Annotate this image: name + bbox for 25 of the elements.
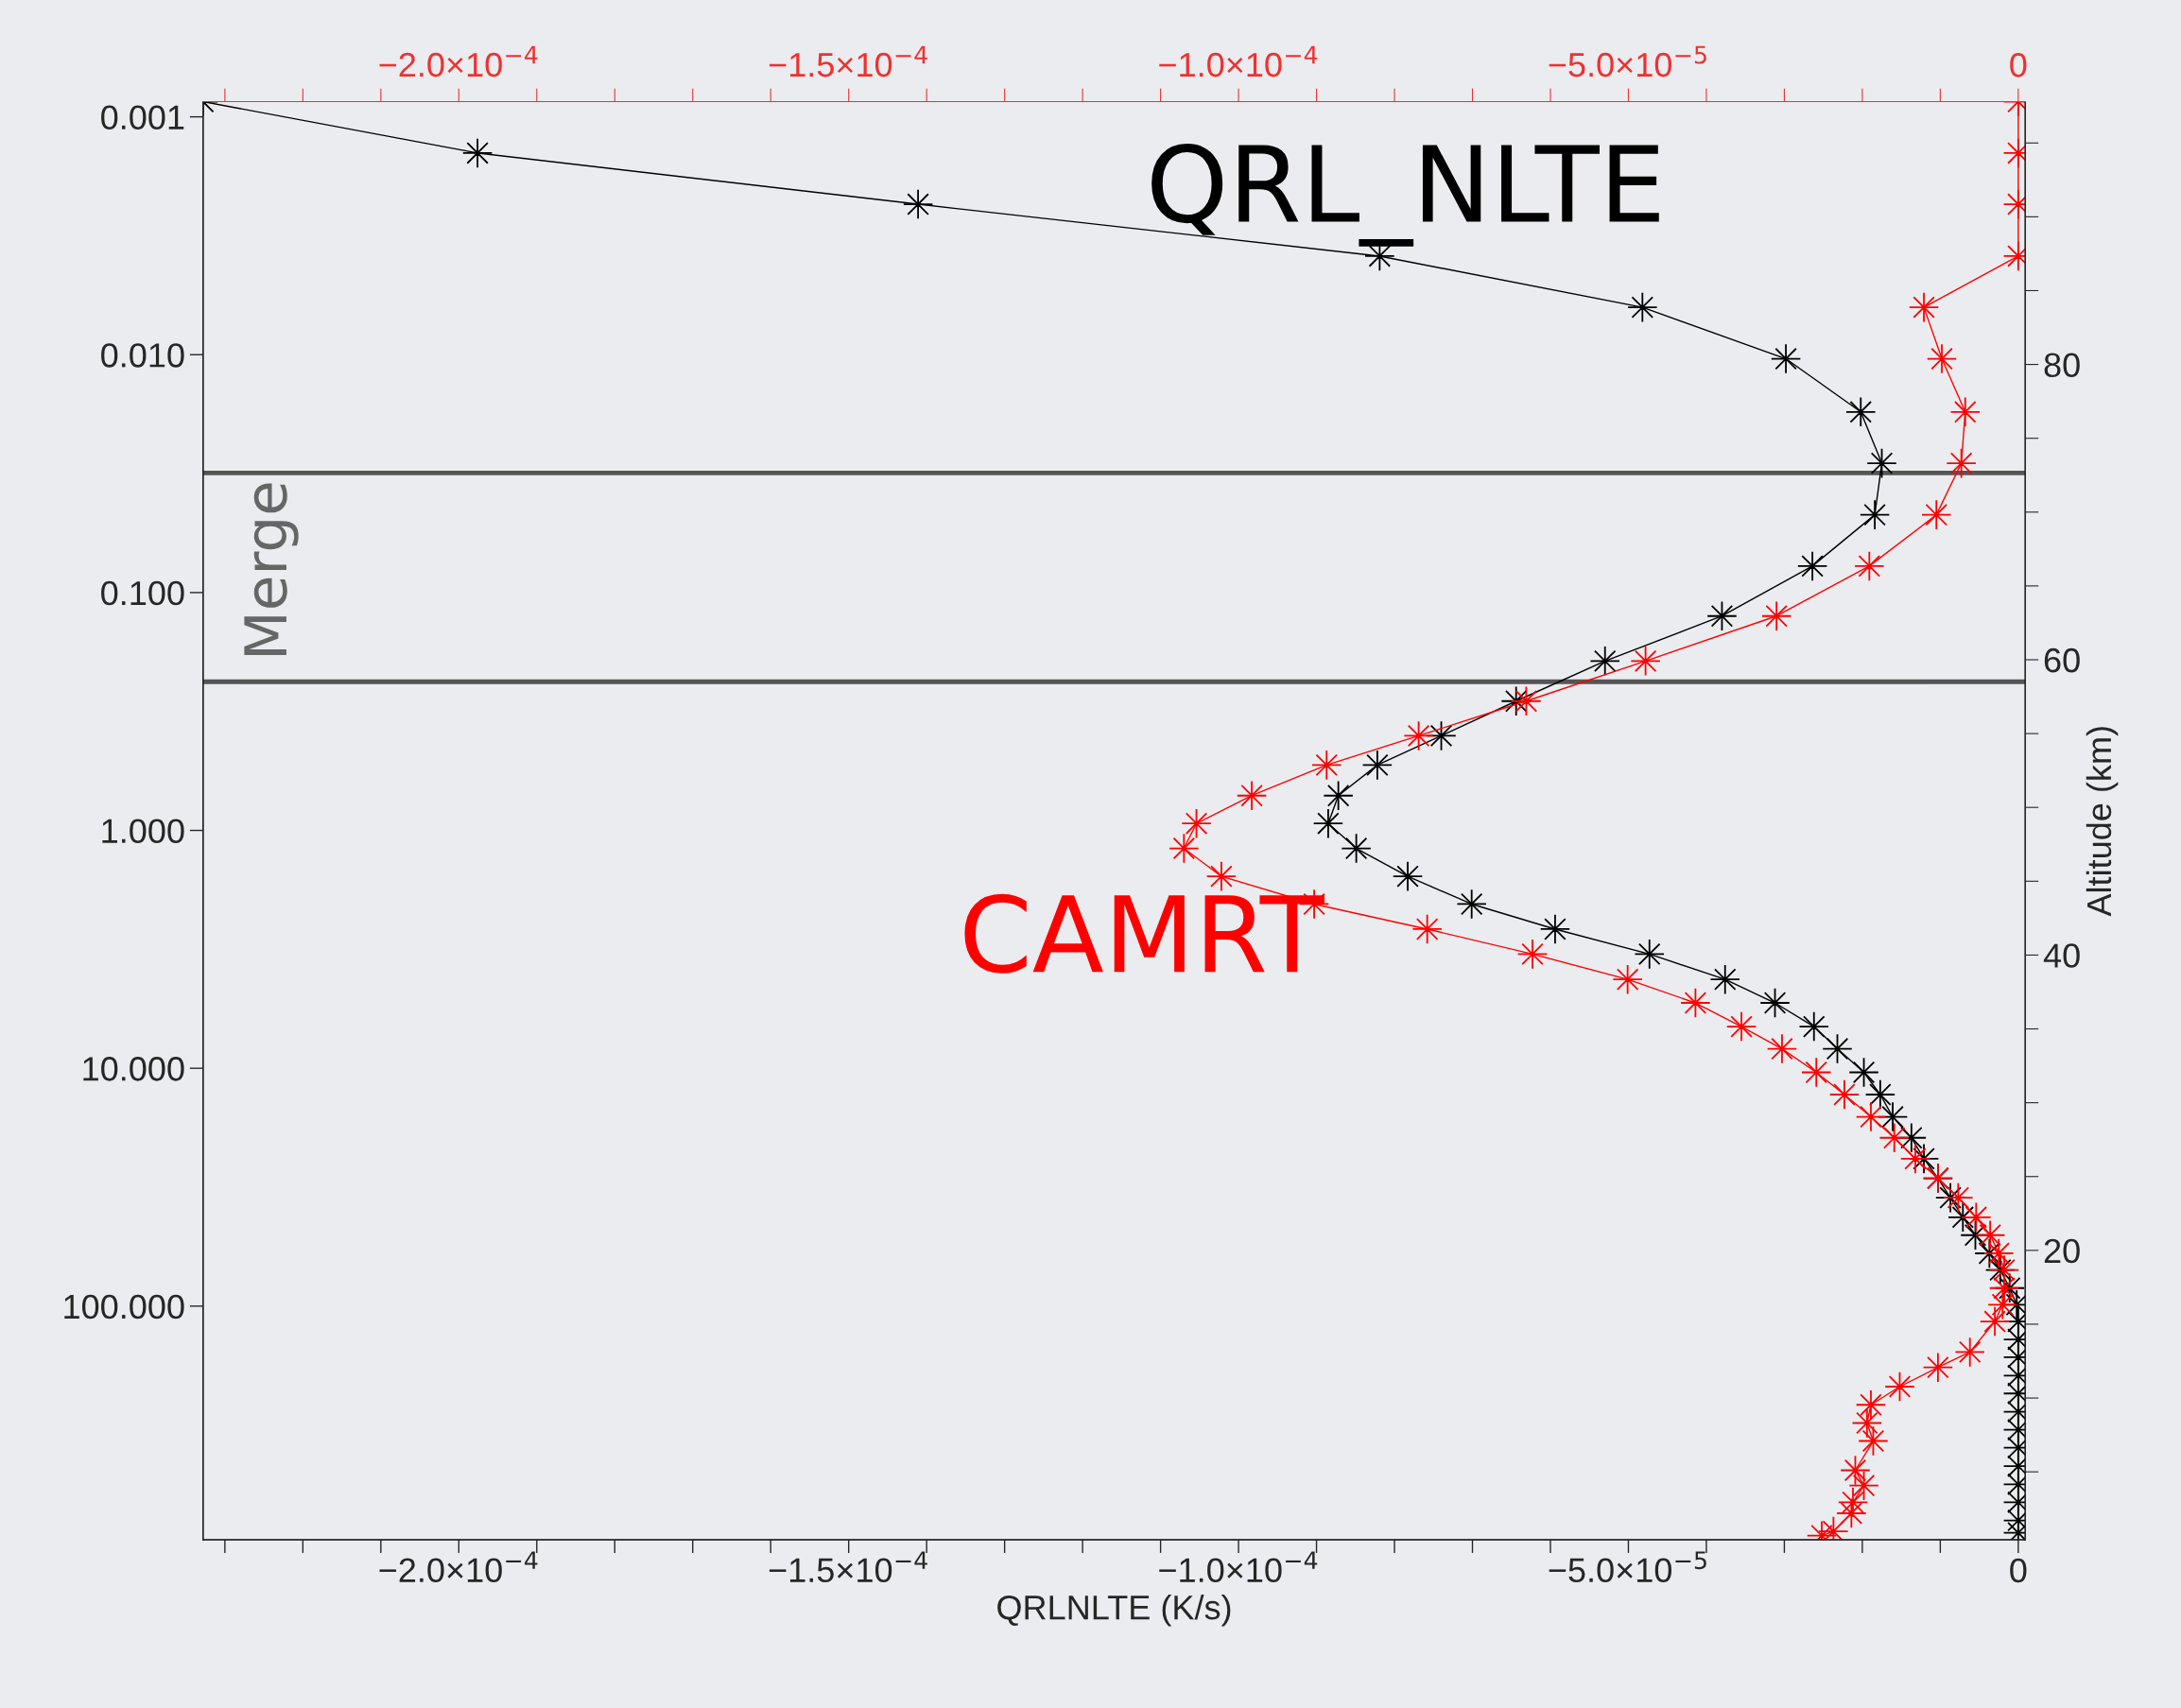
x-tick-label: −1.5×10$^{−4}$ (769, 1551, 927, 1583)
x2-tick-label: 0 (2010, 53, 2027, 78)
x-tick-label: −1.0×10$^{−4}$ (1159, 1551, 1318, 1583)
y2-tick-label: 60 (2044, 647, 2080, 673)
x-tick-label: −2.0×10$^{−4}$ (379, 1551, 538, 1583)
x2-tick-label: −1.5×10$^{−4}$ (769, 45, 927, 78)
x2-tick-label: −1.0×10$^{−4}$ (1159, 45, 1318, 78)
x-axis-title: QRLNLTE (K/s) (997, 1594, 1231, 1627)
x-tick-label: 0 (2010, 1558, 2027, 1583)
x2-tick-label: −5.0×10$^{−5}$ (1549, 45, 1706, 78)
x2-tick-label: −2.0×10$^{−4}$ (379, 45, 538, 78)
y-tick-label: 1.000 (102, 819, 184, 843)
annotation: Merge (244, 483, 299, 655)
y2-tick-label: 80 (2044, 353, 2080, 378)
series-label: CAMRT (964, 893, 1324, 974)
y2-axis-title: Altitude (km) (2086, 727, 2119, 917)
y-tick-label: 0.100 (101, 580, 184, 606)
y2-tick-label: 20 (2044, 1238, 2080, 1264)
y-tick-label: 100.000 (64, 1294, 184, 1320)
series-label: QRL_NLTE (1151, 144, 1659, 247)
y-tick-label: 0.001 (101, 105, 184, 130)
x-tick-label: −5.0×10$^{−5}$ (1549, 1551, 1706, 1583)
y2-tick-label: 40 (2043, 943, 2080, 968)
y-tick-label: 10.000 (83, 1057, 184, 1081)
y-tick-label: 0.010 (101, 343, 184, 368)
